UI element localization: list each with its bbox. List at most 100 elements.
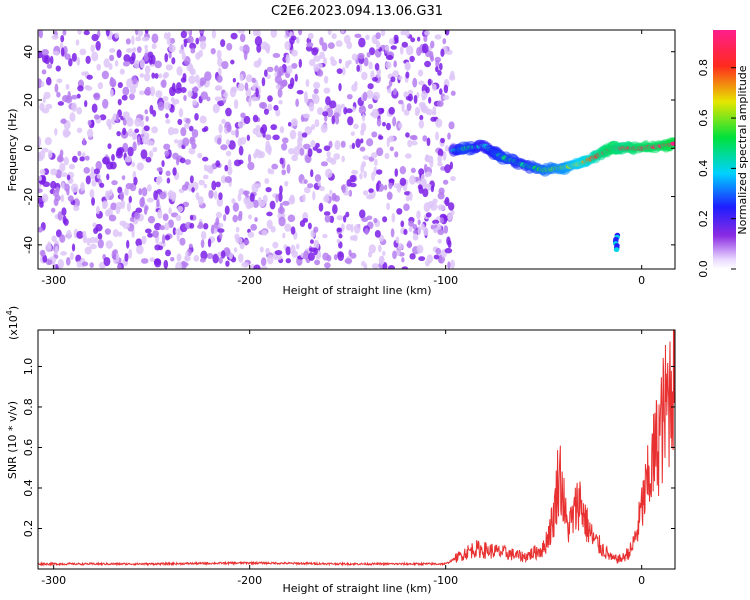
noise-speckle [77, 85, 84, 92]
noise-speckle [156, 199, 160, 208]
noise-speckle [382, 216, 388, 223]
noise-speckle [282, 79, 288, 87]
noise-speckle [203, 222, 209, 230]
noise-speckle [140, 149, 148, 160]
noise-speckle [185, 250, 189, 261]
noise-speckle [421, 90, 428, 100]
noise-speckle [413, 94, 418, 104]
noise-speckle [353, 223, 361, 234]
noise-speckle [164, 150, 170, 157]
noise-speckle [314, 119, 320, 128]
noise-speckle [358, 37, 366, 48]
noise-speckle [51, 34, 59, 40]
colorbar-tick-label: 0.6 [697, 109, 710, 127]
noise-speckle [421, 43, 429, 54]
noise-speckle [388, 178, 395, 184]
noise-speckle [122, 61, 130, 67]
noise-speckle [206, 96, 211, 102]
noise-speckle [218, 256, 223, 264]
noise-speckle [190, 47, 196, 54]
noise-speckle [376, 117, 382, 127]
noise-speckle [132, 141, 137, 152]
noise-speckle [417, 184, 423, 190]
noise-speckle [222, 214, 227, 222]
noise-speckle [335, 40, 343, 48]
noise-speckle [384, 45, 390, 51]
noise-speckle [126, 78, 133, 89]
noise-speckle [71, 52, 77, 62]
noise-speckle [238, 145, 244, 156]
noise-speckle [322, 252, 330, 261]
noise-speckle [449, 70, 455, 79]
noise-speckle [45, 76, 52, 86]
noise-speckle [165, 118, 171, 124]
noise-speckle [115, 113, 120, 124]
noise-speckle [75, 254, 82, 263]
noise-speckle [365, 34, 370, 41]
noise-speckle [392, 116, 397, 127]
noise-speckle [426, 137, 431, 147]
noise-speckle [344, 60, 350, 69]
noise-speckle [187, 35, 194, 44]
noise-speckle [374, 62, 380, 71]
noise-speckle [57, 211, 63, 221]
noise-speckle [117, 231, 123, 237]
noise-speckle [233, 99, 239, 110]
noise-speckle [117, 98, 122, 106]
noise-speckle [232, 202, 239, 212]
noise-speckle [367, 83, 374, 90]
noise-speckle [214, 96, 222, 102]
noise-speckle [125, 38, 131, 45]
noise-speckle [281, 142, 288, 151]
noise-speckle [162, 213, 169, 221]
noise-speckle [181, 262, 189, 267]
noise-speckle [324, 114, 328, 122]
noise-speckle [435, 247, 442, 255]
noise-speckle [323, 195, 330, 203]
noise-speckle [190, 68, 196, 76]
spectrogram-x-label: Height of straight line (km) [282, 284, 431, 297]
noise-speckle [348, 249, 352, 257]
noise-speckle [82, 137, 86, 146]
noise-speckle [242, 190, 250, 196]
noise-speckle [227, 158, 232, 169]
noise-speckle [141, 235, 147, 245]
noise-speckle [216, 75, 223, 83]
noise-speckle [237, 137, 243, 147]
noise-speckle [382, 262, 388, 269]
x-tick-label: -200 [237, 274, 262, 287]
noise-speckle [313, 88, 319, 95]
noise-speckle [376, 147, 384, 157]
noise-speckle [444, 247, 453, 254]
noise-speckle [432, 198, 438, 204]
noise-speckle [338, 58, 342, 64]
noise-speckle [259, 151, 265, 159]
noise-speckle [240, 112, 246, 119]
noise-speckle [444, 164, 451, 174]
noise-speckle [304, 126, 313, 135]
noise-speckle [60, 118, 67, 124]
y-tick-label: 1.0 [22, 358, 35, 376]
snr-y-label: SNR (10 * v/v) [6, 401, 19, 479]
noise-speckle [157, 209, 163, 219]
noise-speckle [438, 254, 443, 264]
noise-speckle [76, 56, 81, 66]
noise-speckle [275, 254, 283, 261]
noise-speckle [169, 37, 176, 44]
noise-speckle [62, 215, 67, 225]
noise-speckle [193, 255, 200, 262]
noise-speckle [437, 148, 444, 157]
noise-speckle [235, 128, 239, 138]
noise-speckle [168, 86, 176, 97]
noise-speckle [260, 266, 268, 269]
noise-speckle [437, 192, 445, 200]
secondary-blob-point [613, 247, 620, 253]
colorbar-tick-label: 0.2 [697, 210, 710, 228]
noise-speckle [429, 159, 434, 168]
noise-speckle [418, 119, 425, 129]
noise-speckle [279, 126, 285, 134]
noise-speckle [238, 122, 244, 129]
noise-speckle [345, 223, 352, 231]
noise-speckle [84, 155, 90, 161]
noise-speckle [83, 30, 90, 36]
